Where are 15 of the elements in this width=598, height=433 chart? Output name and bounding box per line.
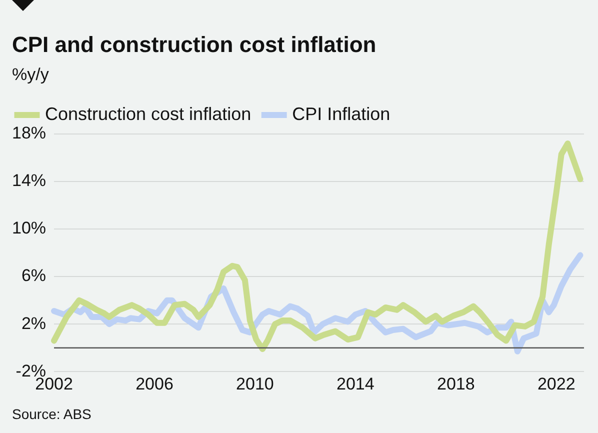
source-note: Source: ABS [12,406,92,422]
y-tick-label: 2% [21,314,46,333]
x-tick-label: 2014 [336,374,374,394]
y-tick-label: 6% [21,266,46,286]
x-tick-label: 2006 [136,374,174,394]
y-tick-label: 18% [12,124,46,143]
legend-label: CPI Inflation [292,104,390,124]
x-tick-label: 2018 [436,374,475,394]
chart-title: CPI and construction cost inflation [12,32,376,58]
chart-subtitle: %y/y [12,65,49,85]
y-tick-label: 10% [12,218,46,238]
x-tick-label: 2010 [236,374,274,394]
x-tick-label: 2022 [537,374,576,394]
legend-label: Construction cost inflation [45,104,252,124]
y-tick-label: 14% [12,171,46,190]
